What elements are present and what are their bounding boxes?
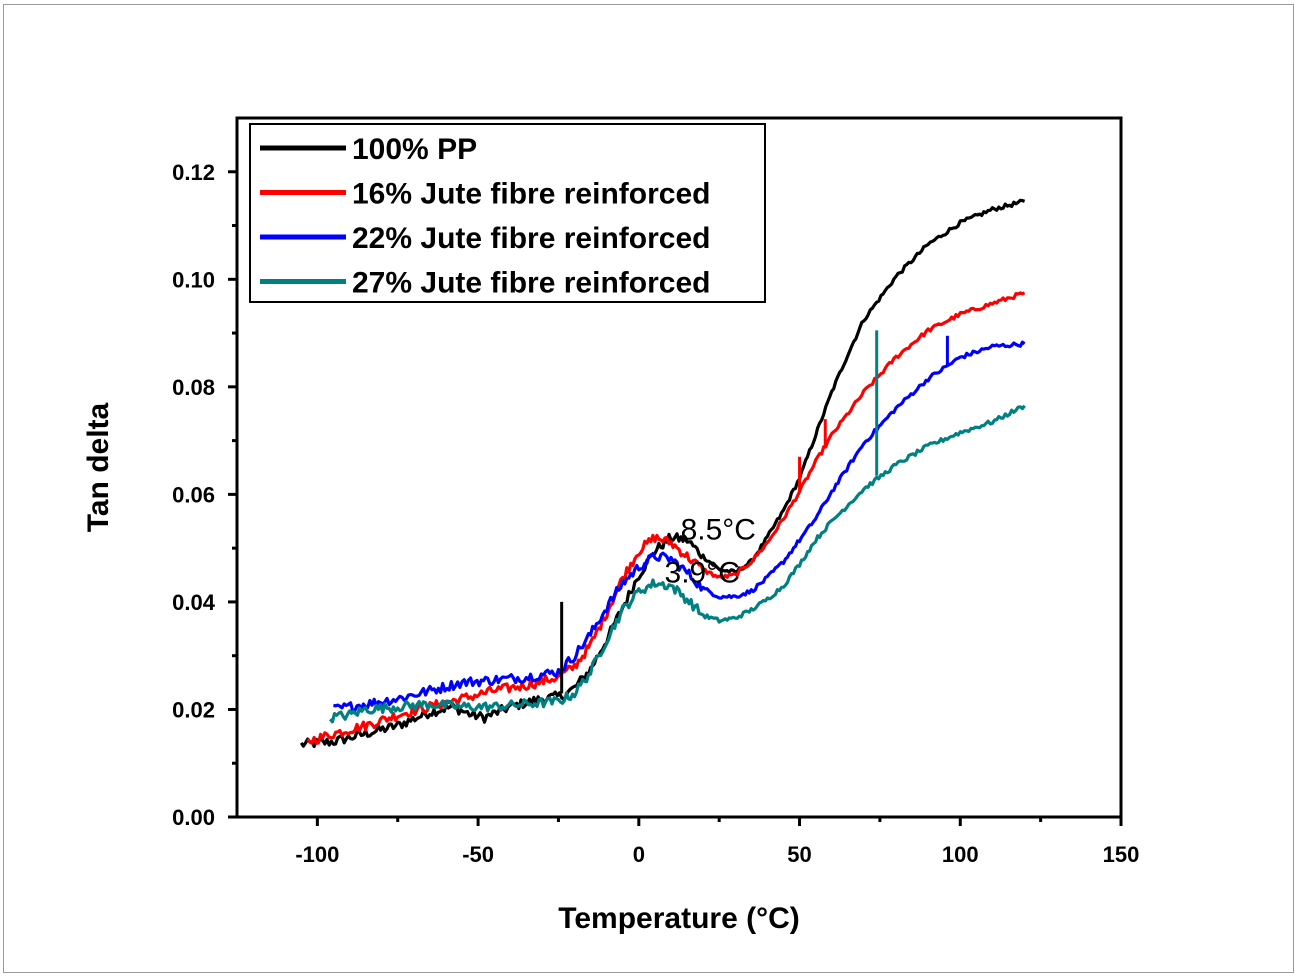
series-line-4 (328, 404, 1026, 724)
y-tick-label: 0.04 (172, 590, 216, 615)
legend-box (249, 123, 766, 303)
x-axis-title: Temperature (°C) (558, 902, 799, 935)
annotation-layer: 8.5°C 3.9°C (665, 513, 756, 589)
legend-label: 100% PP (352, 133, 477, 166)
y-tick-label: 0.02 (172, 697, 215, 722)
x-tick-label: 100 (942, 842, 979, 867)
annotation-2: 3.9°C (665, 556, 740, 589)
y-tick-label: 0.06 (172, 482, 215, 507)
x-tick-label: -50 (462, 842, 494, 867)
y-tick-label: 0.12 (172, 160, 215, 185)
series-line-2 (306, 291, 1026, 745)
legend-label: 27% Jute fibre reinforced (352, 267, 710, 300)
legend-label: 16% Jute fibre reinforced (352, 178, 710, 211)
x-tick-label: 50 (787, 842, 811, 867)
ticks-layer: -100 -50 0 50 100 150 0.00 0.02 0.04 0.06 0.08 0.10… (172, 160, 1139, 867)
y-tick-label: 0.00 (172, 805, 215, 830)
series-line-1 (299, 198, 1026, 749)
x-tick-label: 0 (633, 842, 645, 867)
series-layer (299, 198, 1026, 749)
plot-area-frame (235, 116, 1123, 819)
annotation-1: 8.5°C (681, 513, 756, 546)
y-tick-label: 0.08 (172, 375, 215, 400)
y-axis-title: Tan delta (82, 402, 115, 532)
x-tick-label: 150 (1103, 842, 1140, 867)
x-tick-label: -100 (295, 842, 339, 867)
series-line-3 (333, 340, 1026, 713)
legend-label: 22% Jute fibre reinforced (352, 222, 710, 255)
legend: 100% PP 16% Jute fibre reinforced 22% Jute… (249, 123, 766, 303)
y-tick-label: 0.10 (172, 267, 215, 292)
